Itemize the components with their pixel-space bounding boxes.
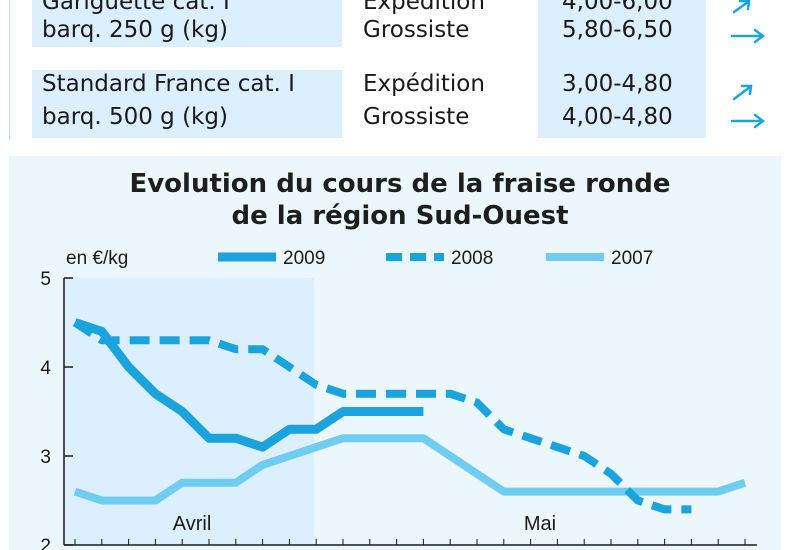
table-border	[9, 0, 10, 140]
price-range: 4,00-4,80	[562, 104, 673, 130]
series-line-2008	[72, 319, 692, 514]
april-band	[64, 278, 314, 545]
stage-label: Grossiste	[363, 104, 470, 130]
y-axis-label: en €/kg	[66, 248, 128, 269]
y-tick-label: 3	[40, 447, 51, 468]
legend-label-2007: 2007	[611, 248, 653, 269]
price-range: 4,00-6,00	[562, 0, 673, 15]
trend-stable-icon	[730, 113, 766, 129]
month-label-may: Mai	[524, 513, 556, 535]
chart-subtitle: de la région Sud-Ouest	[231, 201, 569, 231]
trend-up-icon	[732, 84, 753, 101]
stage-label: Expédition	[363, 71, 485, 97]
trend-arrows	[730, 0, 766, 129]
row-product-bg	[32, 0, 342, 47]
series-line-2009	[73, 318, 424, 452]
chart-lines	[72, 318, 747, 514]
legend-label-2008: 2008	[451, 248, 493, 269]
stage-label: Grossiste	[363, 17, 470, 43]
row-product-bg	[32, 70, 342, 138]
price-range: 5,80-6,50	[562, 17, 673, 43]
price-column-bg	[538, 0, 706, 138]
chart-legend: 2009 2008 2007	[218, 248, 653, 269]
product-pack: barq. 250 g (kg)	[42, 17, 228, 43]
stage-label: Expédition	[363, 0, 485, 15]
month-label-april: Avril	[173, 513, 212, 535]
trend-stable-icon	[730, 28, 766, 44]
trend-up-icon	[732, 0, 751, 14]
legend-label-2009: 2009	[283, 248, 325, 269]
y-tick-label: 5	[40, 269, 51, 290]
product-pack: barq. 500 g (kg)	[42, 104, 228, 130]
y-tick-label: 4	[40, 358, 51, 379]
chart-axes: 2 3 4 5	[40, 269, 757, 550]
y-tick-label: 2	[40, 536, 51, 550]
chart-title: Evolution du cours de la fraise ronde	[129, 169, 671, 199]
product-name: Standard France cat. I	[42, 71, 295, 97]
price-range: 3,00-4,80	[562, 71, 673, 97]
product-name: Gariguette cat. I	[42, 0, 230, 15]
price-table: Gariguette cat. I barq. 250 g (kg) Expéd…	[0, 0, 800, 140]
